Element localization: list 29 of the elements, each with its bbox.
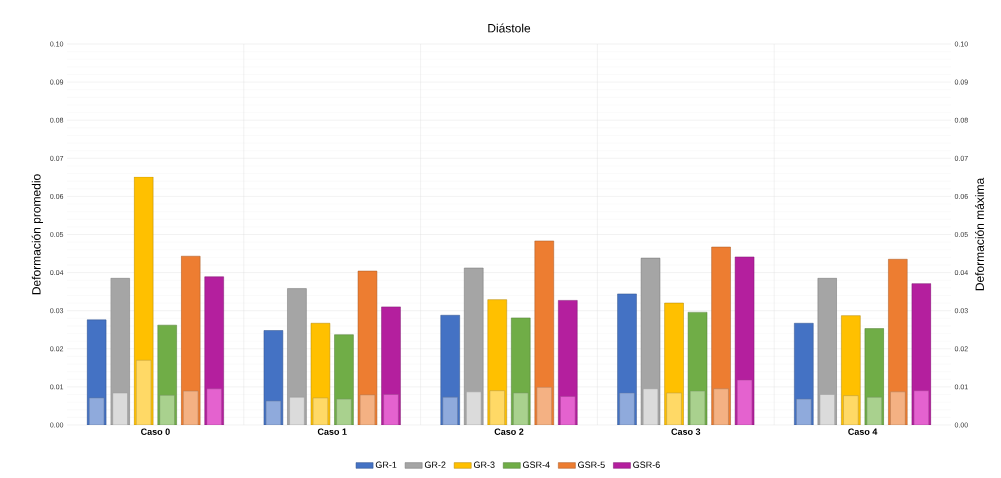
bar (713, 388, 729, 425)
bar (560, 396, 576, 425)
legend-label: GSR-5 (578, 461, 605, 468)
bar (890, 391, 906, 425)
x-tick-label: Caso 3 (671, 428, 701, 435)
chart-title: Diástole (488, 23, 531, 33)
x-tick-label: Caso 0 (141, 428, 170, 435)
y-axis-title: Deformación promedio (31, 174, 43, 295)
legend-label: GSR-4 (523, 461, 550, 468)
x-tick-label: Caso 1 (317, 428, 347, 435)
legend-label: GSR-6 (633, 461, 660, 468)
x-tick-label: Caso 4 (848, 428, 878, 435)
bar (666, 392, 682, 425)
legend-label: GR-2 (424, 461, 446, 468)
bar (489, 390, 505, 425)
bar (206, 388, 222, 425)
bar (619, 392, 635, 425)
bar (796, 398, 812, 425)
bar (136, 359, 152, 425)
legend-label: GR-1 (375, 461, 397, 468)
y2-axis-title: Deformación máxima (975, 177, 984, 291)
bar (312, 397, 329, 425)
bar (442, 396, 458, 425)
bar (383, 394, 399, 425)
bar (89, 397, 105, 425)
legend-label: GR-3 (473, 461, 495, 468)
bar (265, 400, 282, 425)
bar (843, 395, 859, 425)
x-tick-label: Caso 2 (494, 428, 524, 435)
